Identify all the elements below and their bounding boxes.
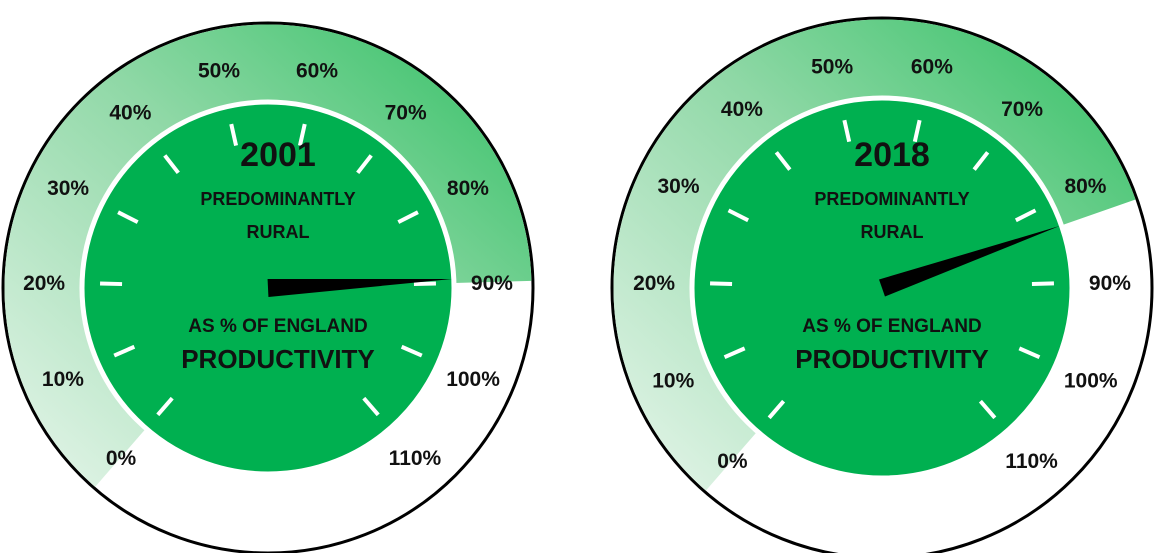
tick-label: 110% bbox=[1005, 450, 1058, 473]
measure-line-2: PRODUCTIVITY bbox=[795, 344, 989, 374]
tick-mark bbox=[117, 210, 139, 224]
tick-mark bbox=[297, 123, 307, 146]
tick-label: 20% bbox=[23, 272, 65, 295]
tick-mark bbox=[413, 281, 436, 287]
tick-mark bbox=[156, 396, 174, 417]
tick-label: 30% bbox=[47, 177, 89, 200]
tick-mark bbox=[767, 399, 786, 420]
tick-mark bbox=[710, 281, 733, 286]
tick-label: 60% bbox=[911, 56, 953, 79]
gauge-year: 2001 bbox=[240, 136, 316, 174]
category-line-2: RURAL bbox=[247, 222, 310, 242]
tick-mark bbox=[727, 208, 750, 223]
measure-line-1: AS % OF ENGLAND bbox=[188, 316, 367, 337]
measure-line-1: AS % OF ENGLAND bbox=[802, 316, 981, 337]
tick-label: 0% bbox=[717, 450, 748, 473]
tick-label: 50% bbox=[811, 56, 853, 79]
category-line-2: RURAL bbox=[861, 222, 924, 242]
tick-mark bbox=[163, 154, 180, 175]
tick-mark bbox=[113, 344, 136, 358]
tick-mark bbox=[1018, 346, 1041, 360]
tick-label: 40% bbox=[721, 98, 763, 121]
tick-label: 80% bbox=[1064, 175, 1106, 198]
tick-mark bbox=[400, 344, 423, 358]
tick-label: 70% bbox=[1001, 98, 1043, 121]
tick-mark bbox=[723, 346, 746, 360]
tick-mark bbox=[356, 154, 373, 175]
tick-label: 70% bbox=[385, 101, 427, 124]
tick-label: 90% bbox=[1089, 272, 1131, 295]
tick-mark bbox=[912, 119, 922, 143]
tick-label: 100% bbox=[1064, 370, 1118, 393]
tick-label: 10% bbox=[652, 370, 694, 393]
tick-mark bbox=[972, 151, 990, 171]
category-line-1: PREDOMINANTLY bbox=[814, 189, 969, 209]
tick-label: 50% bbox=[198, 59, 240, 82]
tick-label: 10% bbox=[42, 368, 84, 391]
tick-mark bbox=[100, 281, 123, 287]
tick-label: 80% bbox=[447, 177, 489, 200]
measure-line-2: PRODUCTIVITY bbox=[181, 344, 375, 374]
tick-mark bbox=[397, 210, 419, 224]
gauge-2018: 0% 10% 20% 30% 40% 50% 60% 70% 80% 90% 100% 110% 201… bbox=[610, 16, 1154, 558]
tick-label: 60% bbox=[296, 59, 338, 82]
tick-label: 40% bbox=[109, 101, 151, 124]
tick-label: 110% bbox=[389, 447, 442, 470]
gauge-year: 2018 bbox=[854, 136, 930, 174]
tick-mark bbox=[1031, 281, 1054, 286]
tick-label: 30% bbox=[658, 175, 700, 198]
tick-mark bbox=[229, 123, 239, 146]
tick-mark bbox=[1014, 208, 1037, 223]
tick-mark bbox=[978, 399, 997, 420]
tick-label: 100% bbox=[446, 368, 500, 391]
category-line-1: PREDOMINANTLY bbox=[200, 189, 355, 209]
gauge-needle bbox=[879, 226, 1060, 297]
gauge-2001: 0% 10% 20% 30% 40% 50% 60% 70% 80% 90% 100% 110% 200… bbox=[1, 21, 535, 555]
tick-label: 90% bbox=[471, 272, 513, 295]
tick-label: 20% bbox=[633, 272, 675, 295]
tick-mark bbox=[774, 151, 792, 171]
gauge-needle bbox=[267, 278, 452, 297]
tick-mark bbox=[362, 396, 380, 417]
tick-mark bbox=[842, 119, 852, 143]
tick-label: 0% bbox=[106, 447, 137, 470]
